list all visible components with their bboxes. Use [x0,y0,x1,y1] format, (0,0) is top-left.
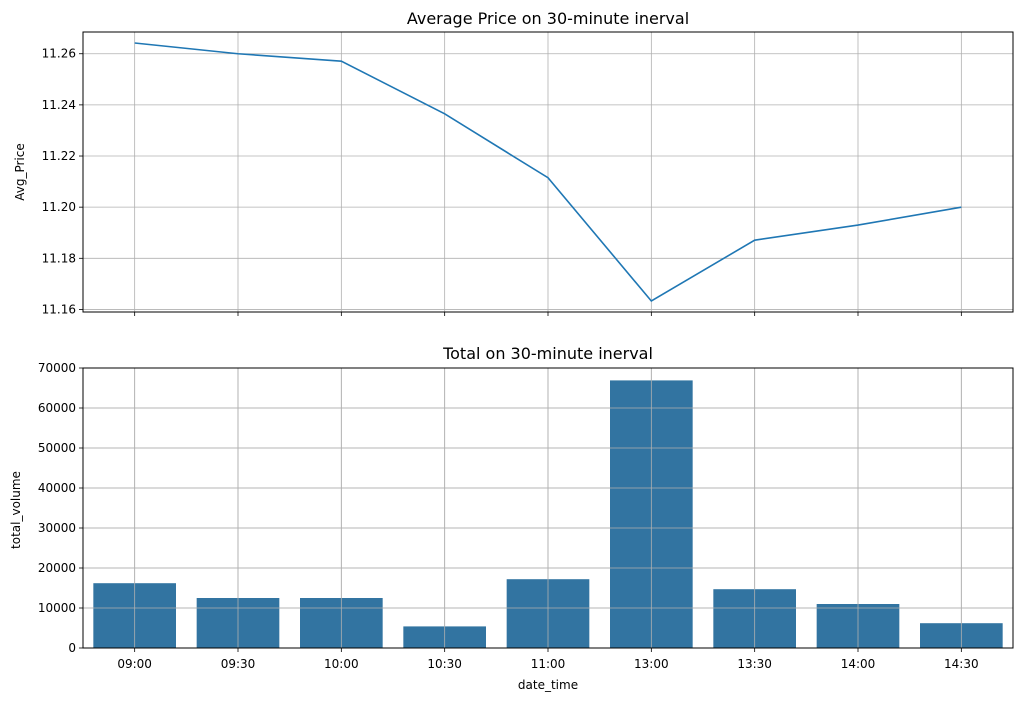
volume-chart-frame [82,367,1014,649]
price-y-tick-label: 11.24 [42,98,76,112]
volume-chart-xlabel: date_time [518,678,578,692]
volume-x-tick-label: 13:30 [737,657,772,671]
volume-chart-ylabel: total_volume [9,471,23,549]
volume-x-tick-label: 14:00 [841,657,876,671]
volume-x-tick-label: 09:30 [221,657,256,671]
volume-y-tick-label: 40000 [38,481,76,495]
price-y-tick-label: 11.18 [42,251,76,265]
volume-y-tick-label: 30000 [38,521,76,535]
volume-y-tick-label: 50000 [38,441,76,455]
volume-x-tick-label: 14:30 [944,657,979,671]
volume-y-tick-label: 10000 [38,601,76,615]
price-chart-axes: 11.16 11.18 11.20 11.22 11.24 11.26 [42,47,962,316]
volume-x-tick-label: 13:00 [634,657,669,671]
volume-x-tick-label: 09:00 [117,657,152,671]
price-chart-title: Average Price on 30-minute inerval [407,9,689,28]
volume-x-tick-label: 11:00 [531,657,566,671]
volume-chart-axes: 0 10000 20000 30000 40000 50000 60000 70000 09:0… [38,361,979,671]
volume-y-tick-label: 60000 [38,401,76,415]
price-y-tick-label: 11.20 [42,200,76,214]
price-chart-grid [83,32,1013,312]
price-y-tick-label: 11.26 [42,47,76,61]
volume-chart-marks [83,367,1013,649]
price-y-tick-label: 11.16 [42,302,76,316]
price-y-tick-label: 11.22 [42,149,76,163]
volume-y-tick-label: 20000 [38,561,76,575]
price-line-chart: Average Price on 30-minute inerval 11.16… [13,9,1014,316]
volume-bar-chart: Total on 30-minute inerval 0 10000 20000 30… [9,344,1014,692]
volume-x-tick-label: 10:30 [427,657,462,671]
price-chart-frame [82,31,1014,313]
volume-y-tick-label: 0 [68,641,76,655]
price-chart-ylabel: Avg_Price [13,143,27,201]
volume-y-tick-label: 70000 [38,361,76,375]
volume-chart-title: Total on 30-minute inerval [442,344,653,363]
price-chart-marks [134,42,962,303]
volume-x-tick-label: 10:00 [324,657,359,671]
